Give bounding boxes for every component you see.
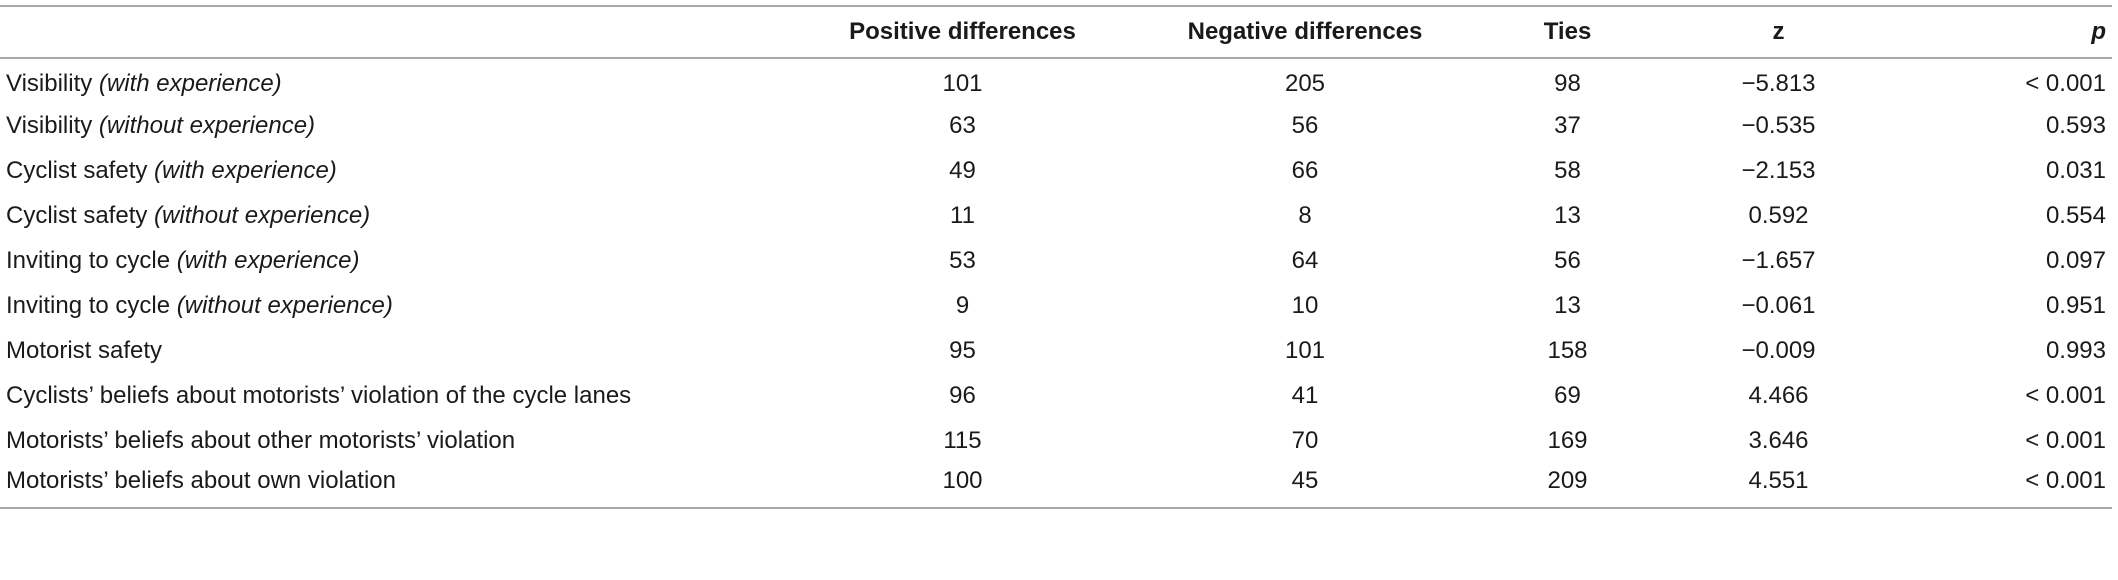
cell-p: 0.993 bbox=[2045, 336, 2106, 364]
header-z: z bbox=[1772, 18, 1785, 45]
cell-ties: 169 bbox=[1547, 426, 1588, 454]
row-label: Motorist safety bbox=[0, 328, 790, 373]
cell-negative: 64 bbox=[1291, 246, 1319, 274]
row-label-text: Inviting to cycle bbox=[6, 246, 171, 274]
cell-negative: 56 bbox=[1291, 111, 1319, 139]
cell-p: < 0.001 bbox=[2025, 426, 2106, 454]
row-label: Visibility (without experience) bbox=[0, 103, 790, 148]
cell-z: 3.646 bbox=[1748, 426, 1809, 454]
cell-positive: 95 bbox=[949, 336, 976, 364]
header-negative-differences: Negative differences bbox=[1187, 18, 1423, 45]
cell-ties: 37 bbox=[1554, 111, 1581, 139]
cell-z: 4.466 bbox=[1748, 381, 1809, 409]
cell-p: 0.554 bbox=[2045, 201, 2106, 229]
row-qualifier: (without experience) bbox=[98, 111, 316, 139]
cell-positive: 53 bbox=[949, 246, 976, 274]
row-label: Inviting to cycle (without experience) bbox=[0, 283, 790, 328]
cell-negative: 45 bbox=[1291, 467, 1319, 494]
table-row: Visibility (with experience) 101 205 98 … bbox=[0, 58, 2112, 103]
cell-ties: 209 bbox=[1547, 467, 1588, 494]
table-row: Inviting to cycle (with experience) 53 6… bbox=[0, 238, 2112, 283]
row-label-text: Visibility bbox=[6, 111, 93, 139]
cell-positive: 49 bbox=[949, 156, 976, 184]
row-label-text: Cyclist safety bbox=[6, 201, 148, 229]
cell-z: 4.551 bbox=[1748, 467, 1809, 494]
row-label: Cyclists’ beliefs about motorists’ viola… bbox=[0, 373, 790, 418]
cell-ties: 69 bbox=[1554, 381, 1581, 409]
row-label-text: Motorist safety bbox=[6, 336, 163, 364]
cell-positive: 11 bbox=[950, 201, 975, 229]
cell-z: −2.153 bbox=[1741, 156, 1816, 184]
table-row: Motorists’ beliefs about other motorists… bbox=[0, 418, 2112, 463]
cell-z: −0.535 bbox=[1741, 111, 1816, 139]
results-table: Positive differences Negative difference… bbox=[0, 5, 2112, 509]
row-label-text: Motorists’ beliefs about other motorists… bbox=[6, 426, 516, 454]
cell-ties: 13 bbox=[1554, 201, 1581, 229]
table-row: Motorists’ beliefs about own violation 1… bbox=[0, 463, 2112, 508]
row-label-text: Cyclists’ beliefs about motorists’ viola… bbox=[6, 381, 632, 409]
cell-positive: 9 bbox=[955, 291, 970, 319]
row-qualifier: (with experience) bbox=[154, 156, 337, 184]
cell-p: 0.951 bbox=[2045, 291, 2106, 319]
row-label-text: Motorists’ beliefs about own violation bbox=[6, 467, 396, 494]
cell-ties: 98 bbox=[1554, 70, 1581, 97]
row-label-text: Cyclist safety bbox=[6, 156, 148, 184]
table-row: Visibility (without experience) 63 56 37… bbox=[0, 103, 2112, 148]
row-qualifier: (with experience) bbox=[176, 246, 360, 274]
table-header: Positive differences Negative difference… bbox=[0, 6, 2112, 58]
header-ties: Ties bbox=[1543, 18, 1592, 45]
cell-p: < 0.001 bbox=[2025, 70, 2106, 97]
cell-z: −5.813 bbox=[1741, 70, 1816, 97]
table-row: Motorist safety 95 101 158 −0.009 0.993 bbox=[0, 328, 2112, 373]
cell-negative: 70 bbox=[1291, 426, 1319, 454]
cell-ties: 13 bbox=[1554, 291, 1581, 319]
row-label: Motorists’ beliefs about other motorists… bbox=[0, 418, 790, 463]
cell-z: 0.592 bbox=[1748, 201, 1809, 229]
cell-ties: 58 bbox=[1554, 156, 1581, 184]
header-label bbox=[0, 6, 790, 58]
cell-positive: 115 bbox=[943, 426, 982, 454]
cell-p: 0.097 bbox=[2045, 246, 2106, 274]
table-row: Cyclists’ beliefs about motorists’ viola… bbox=[0, 373, 2112, 418]
row-label: Cyclist safety (without experience) bbox=[0, 193, 790, 238]
row-qualifier: (without experience) bbox=[154, 201, 371, 229]
row-label-text: Inviting to cycle bbox=[6, 291, 171, 319]
header-positive-differences: Positive differences bbox=[849, 18, 1076, 45]
row-label: Inviting to cycle (with experience) bbox=[0, 238, 790, 283]
cell-positive: 100 bbox=[942, 467, 983, 494]
row-label: Motorists’ beliefs about own violation bbox=[0, 463, 790, 508]
header-p: p bbox=[2091, 18, 2106, 45]
cell-p: < 0.001 bbox=[2025, 381, 2106, 409]
cell-ties: 56 bbox=[1554, 246, 1581, 274]
row-label: Cyclist safety (with experience) bbox=[0, 148, 790, 193]
cell-positive: 63 bbox=[949, 111, 976, 139]
cell-negative: 101 bbox=[1284, 336, 1326, 364]
table-row: Cyclist safety (with experience) 49 66 5… bbox=[0, 148, 2112, 193]
row-qualifier: (without experience) bbox=[176, 291, 393, 319]
cell-p: 0.593 bbox=[2045, 111, 2106, 139]
row-qualifier: (with experience) bbox=[98, 70, 282, 97]
cell-negative: 205 bbox=[1284, 70, 1326, 97]
cell-p: 0.031 bbox=[2045, 156, 2106, 184]
cell-ties: 158 bbox=[1547, 336, 1588, 364]
cell-z: −0.009 bbox=[1741, 336, 1816, 364]
cell-p: < 0.001 bbox=[2025, 467, 2106, 494]
header-row: Positive differences Negative difference… bbox=[0, 6, 2112, 58]
cell-z: −0.061 bbox=[1741, 291, 1816, 319]
cell-negative: 66 bbox=[1291, 156, 1319, 184]
row-label: Visibility (with experience) bbox=[0, 58, 790, 103]
row-label-text: Visibility bbox=[6, 70, 93, 97]
table-row: Inviting to cycle (without experience) 9… bbox=[0, 283, 2112, 328]
cell-negative: 8 bbox=[1298, 201, 1312, 229]
cell-negative: 10 bbox=[1291, 291, 1319, 319]
cell-negative: 41 bbox=[1291, 381, 1319, 409]
table-row: Cyclist safety (without experience) 11 8… bbox=[0, 193, 2112, 238]
cell-positive: 101 bbox=[942, 70, 983, 97]
cell-z: −1.657 bbox=[1741, 246, 1816, 274]
cell-positive: 96 bbox=[949, 381, 976, 409]
table-body: Visibility (with experience) 101 205 98 … bbox=[0, 58, 2112, 508]
